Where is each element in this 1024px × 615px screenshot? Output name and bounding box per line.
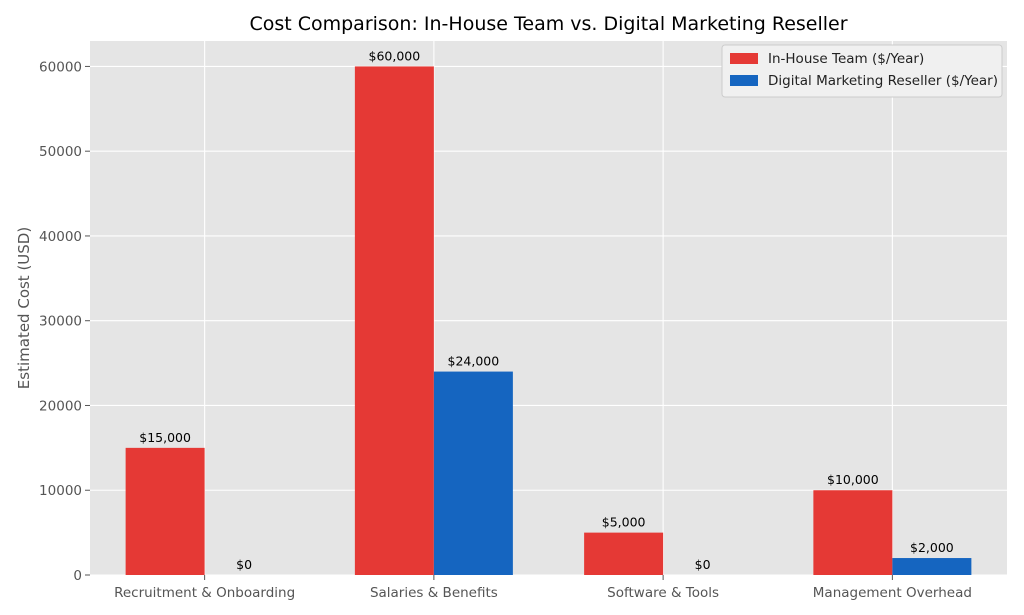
- bars: [125, 66, 972, 575]
- y-axis-ticks: 0 10000 20000 30000 40000 50000 60000: [39, 59, 90, 584]
- bar-in-house: [813, 490, 893, 575]
- data-label: $2,000: [910, 540, 954, 555]
- data-label: $0: [695, 557, 711, 572]
- data-label: $0: [236, 557, 252, 572]
- data-label: $24,000: [448, 354, 500, 369]
- legend-label-in-house: In-House Team ($/Year): [768, 51, 924, 67]
- data-label: $10,000: [827, 472, 879, 487]
- y-axis-title: Estimated Cost (USD): [15, 227, 33, 389]
- y-tick-label: 40000: [39, 229, 82, 245]
- x-tick-label: Recruitment & Onboarding: [114, 585, 295, 601]
- bar-reseller: [433, 371, 513, 575]
- x-tick-label: Software & Tools: [607, 585, 719, 601]
- data-label: $15,000: [139, 430, 191, 445]
- bar-reseller: [892, 558, 972, 575]
- bar-in-house: [354, 66, 434, 575]
- data-labels: $15,000 $60,000 $5,000 $10,000 $0 $24,000 $0 $2…: [139, 48, 954, 572]
- y-tick-label: 10000: [39, 483, 82, 499]
- legend-box: [721, 44, 1003, 98]
- y-tick-label: 60000: [39, 59, 82, 75]
- legend-label-reseller: Digital Marketing Reseller ($/Year): [768, 73, 998, 89]
- y-tick-label: 30000: [39, 314, 82, 330]
- bar-in-house: [125, 447, 205, 575]
- legend-swatch-reseller: [730, 75, 758, 86]
- chart-title: Cost Comparison: In-House Team vs. Digit…: [249, 13, 847, 35]
- plot-area: [90, 41, 1007, 575]
- data-label: $60,000: [369, 48, 421, 63]
- legend: In-House Team ($/Year) Digital Marketing…: [721, 44, 1003, 98]
- x-axis-ticks: Recruitment & Onboarding Salaries & Benef…: [114, 575, 972, 601]
- x-tick-label: Management Overhead: [813, 585, 972, 601]
- data-label: $5,000: [602, 515, 646, 530]
- y-tick-label: 20000: [39, 398, 82, 414]
- x-tick-label: Salaries & Benefits: [370, 585, 498, 601]
- y-tick-label: 50000: [39, 144, 82, 160]
- bar-in-house: [584, 532, 664, 575]
- legend-swatch-in-house: [730, 53, 758, 64]
- y-tick-label: 0: [73, 568, 82, 584]
